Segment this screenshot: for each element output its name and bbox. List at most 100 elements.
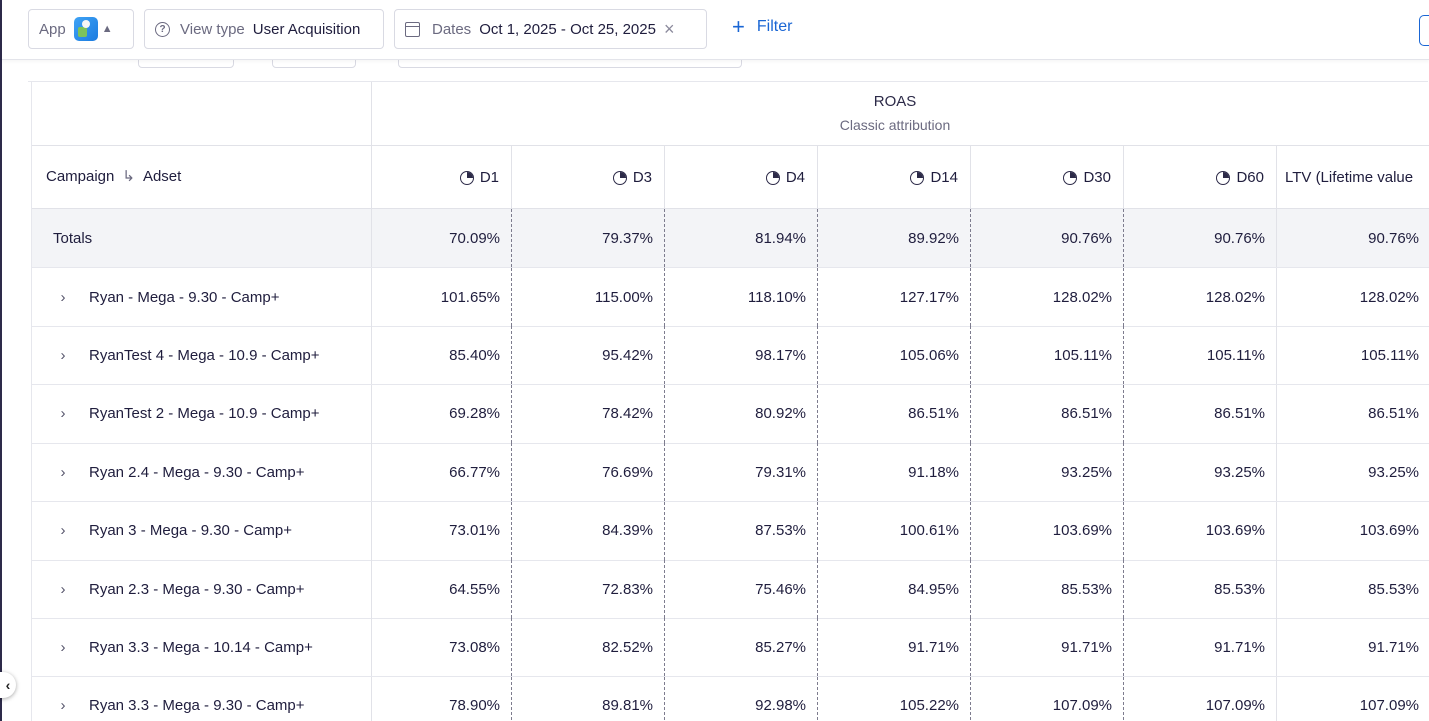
- table-row[interactable]: › Ryan - Mega - 9.30 - Camp+ 101.65% 115.00…: [32, 268, 1429, 327]
- metric-cell: 107.09%: [1276, 676, 1429, 721]
- column-header-label: D3: [632, 169, 652, 186]
- column-header-label: D1: [479, 169, 499, 186]
- table-row[interactable]: › Ryan 2.4 - Mega - 9.30 - Camp+ 66.77% 76.…: [32, 443, 1429, 503]
- table-corner: [32, 82, 371, 146]
- calendar-icon: [405, 21, 420, 37]
- totals-label: Totals: [53, 229, 93, 247]
- metric-cell: 72.83%: [511, 560, 664, 618]
- metric-cell: 85.40%: [371, 326, 511, 385]
- campaign-name: Ryan - Mega - 9.30 - Camp+: [89, 288, 280, 306]
- metric-cell: 85.27%: [664, 618, 817, 677]
- metric-cell: 105.11%: [1276, 326, 1429, 385]
- metric-cell: 86.51%: [1276, 384, 1429, 443]
- help-icon: ?: [155, 21, 170, 37]
- column-header-ltv[interactable]: LTV (Lifetime value: [1276, 146, 1429, 209]
- metric-cell: 73.01%: [371, 501, 511, 560]
- table-row[interactable]: › Ryan 3.3 - Mega - 10.14 - Camp+ 73.08% 82…: [32, 618, 1429, 678]
- view-type-label: View type: [180, 20, 245, 38]
- metric-cell: 84.95%: [817, 560, 970, 618]
- date-range-selector[interactable]: Dates Oct 1, 2025 - Oct 25, 2025 ×: [394, 9, 707, 49]
- filter-label: Filter: [756, 18, 793, 35]
- metric-cell: 82.52%: [511, 618, 664, 677]
- metric-cell: 81.94%: [664, 209, 817, 267]
- metric-cell: 73.08%: [371, 618, 511, 677]
- report-table: ROAS Classic attribution Campaign ↳ Adse…: [31, 82, 1429, 721]
- metric-cell: 70.09%: [371, 209, 511, 267]
- campaign-header-label: Campaign: [46, 167, 115, 185]
- campaign-name: Ryan 3.3 - Mega - 10.14 - Camp+: [89, 638, 313, 656]
- metric-cell: 91.71%: [1123, 618, 1276, 677]
- metric-cell: 128.02%: [970, 268, 1123, 326]
- metric-cell: 101.65%: [371, 268, 511, 326]
- subdirectory-arrow-icon: ↳: [122, 168, 135, 185]
- metric-cell: 128.02%: [1123, 268, 1276, 326]
- campaign-name: Ryan 3 - Mega - 9.30 - Camp+: [89, 522, 293, 540]
- chevron-right-icon[interactable]: ›: [60, 580, 66, 598]
- metric-cell: 87.53%: [664, 501, 817, 560]
- dates-value: Oct 1, 2025 - Oct 25, 2025: [479, 20, 656, 38]
- metric-cell: 75.46%: [664, 560, 817, 618]
- metric-cell: 84.39%: [511, 501, 664, 560]
- view-type-selector[interactable]: ? View type User Acquisition: [144, 9, 384, 49]
- plus-icon: +: [732, 14, 745, 39]
- column-header-d14[interactable]: D14: [817, 146, 970, 209]
- metric-cell: 92.98%: [664, 676, 817, 721]
- campaign-column-header[interactable]: Campaign ↳ Adset: [46, 167, 182, 186]
- campaign-name: RyanTest 4 - Mega - 10.9 - Camp+: [89, 346, 320, 364]
- add-filter-button[interactable]: + Filter: [732, 16, 792, 38]
- adset-header-label: Adset: [142, 167, 182, 185]
- chevron-right-icon[interactable]: ›: [60, 638, 66, 656]
- cohort-clock-icon: [1063, 170, 1078, 185]
- table-row[interactable]: › Ryan 3 - Mega - 9.30 - Camp+ 73.01% 84.39…: [32, 501, 1429, 561]
- table-row[interactable]: › Ryan 3.3 - Mega - 9.30 - Camp+ 78.90% 89.…: [32, 676, 1429, 721]
- metric-cell: 105.22%: [817, 676, 970, 721]
- metric-cell: 90.76%: [1123, 209, 1276, 267]
- clear-dates-icon[interactable]: ×: [663, 18, 675, 39]
- chevron-right-icon[interactable]: ›: [60, 405, 66, 423]
- column-header-label: D60: [1236, 169, 1264, 186]
- app-selector[interactable]: App ▲: [28, 9, 134, 49]
- metric-cell: 98.17%: [664, 326, 817, 385]
- column-header-d60[interactable]: D60: [1123, 146, 1276, 209]
- cohort-clock-icon: [765, 170, 780, 185]
- chevron-right-icon[interactable]: ›: [60, 522, 66, 540]
- column-header-label: D14: [930, 169, 958, 186]
- group-subtitle: Classic attribution: [839, 117, 951, 133]
- table-row[interactable]: › RyanTest 2 - Mega - 10.9 - Camp+ 69.28% 7…: [32, 384, 1429, 444]
- table-row[interactable]: › RyanTest 4 - Mega - 10.9 - Camp+ 85.40% 9…: [32, 326, 1429, 386]
- metric-cell: 95.42%: [511, 326, 664, 385]
- metric-cell: 103.69%: [1276, 501, 1429, 560]
- campaign-name: RyanTest 2 - Mega - 10.9 - Camp+: [89, 405, 320, 423]
- chevron-left-icon: ‹: [5, 677, 11, 693]
- column-header-d1[interactable]: D1: [371, 146, 511, 209]
- campaign-name: Ryan 2.4 - Mega - 9.30 - Camp+: [89, 463, 305, 481]
- chevron-right-icon[interactable]: ›: [60, 463, 66, 481]
- metric-cell: 91.71%: [1276, 618, 1429, 677]
- column-header-d4[interactable]: D4: [664, 146, 817, 209]
- metric-cell: 100.61%: [817, 501, 970, 560]
- metric-cell: 69.28%: [371, 384, 511, 443]
- metric-cell: 91.18%: [817, 443, 970, 502]
- filter-bar: App ▲ ? View type User Acquisition Dates…: [2, 0, 1429, 60]
- totals-row: Totals 70.09% 79.37% 81.94% 89.92% 90.76% 90.7…: [32, 209, 1429, 268]
- metric-cell: 86.51%: [1123, 384, 1276, 443]
- metric-cell: 93.25%: [1276, 443, 1429, 502]
- campaign-name: Ryan 3.3 - Mega - 9.30 - Camp+: [89, 697, 305, 715]
- cohort-clock-icon: [612, 170, 627, 185]
- table-row[interactable]: › Ryan 2.3 - Mega - 9.30 - Camp+ 64.55% 72.…: [32, 560, 1429, 619]
- column-header-d3[interactable]: D3: [511, 146, 664, 209]
- metric-cell: 93.25%: [970, 443, 1123, 502]
- metric-cell: 91.71%: [970, 618, 1123, 677]
- chevron-right-icon[interactable]: ›: [60, 288, 66, 306]
- dates-label: Dates: [432, 20, 472, 38]
- metric-cell: 107.09%: [970, 676, 1123, 721]
- column-header-d30[interactable]: D30: [970, 146, 1123, 209]
- chevron-right-icon[interactable]: ›: [60, 346, 66, 364]
- toolbar-action-button[interactable]: [1419, 15, 1429, 46]
- metric-cell: 86.51%: [817, 384, 970, 443]
- metric-cell: 103.69%: [970, 501, 1123, 560]
- sidebar-expand-button[interactable]: ‹: [0, 672, 16, 698]
- chevron-right-icon[interactable]: ›: [60, 697, 66, 715]
- metric-cell: 91.71%: [817, 618, 970, 677]
- column-header-row: Campaign ↳ Adset D1 D3 D4 D14 D30 D60 LTV (Lif…: [32, 146, 1429, 209]
